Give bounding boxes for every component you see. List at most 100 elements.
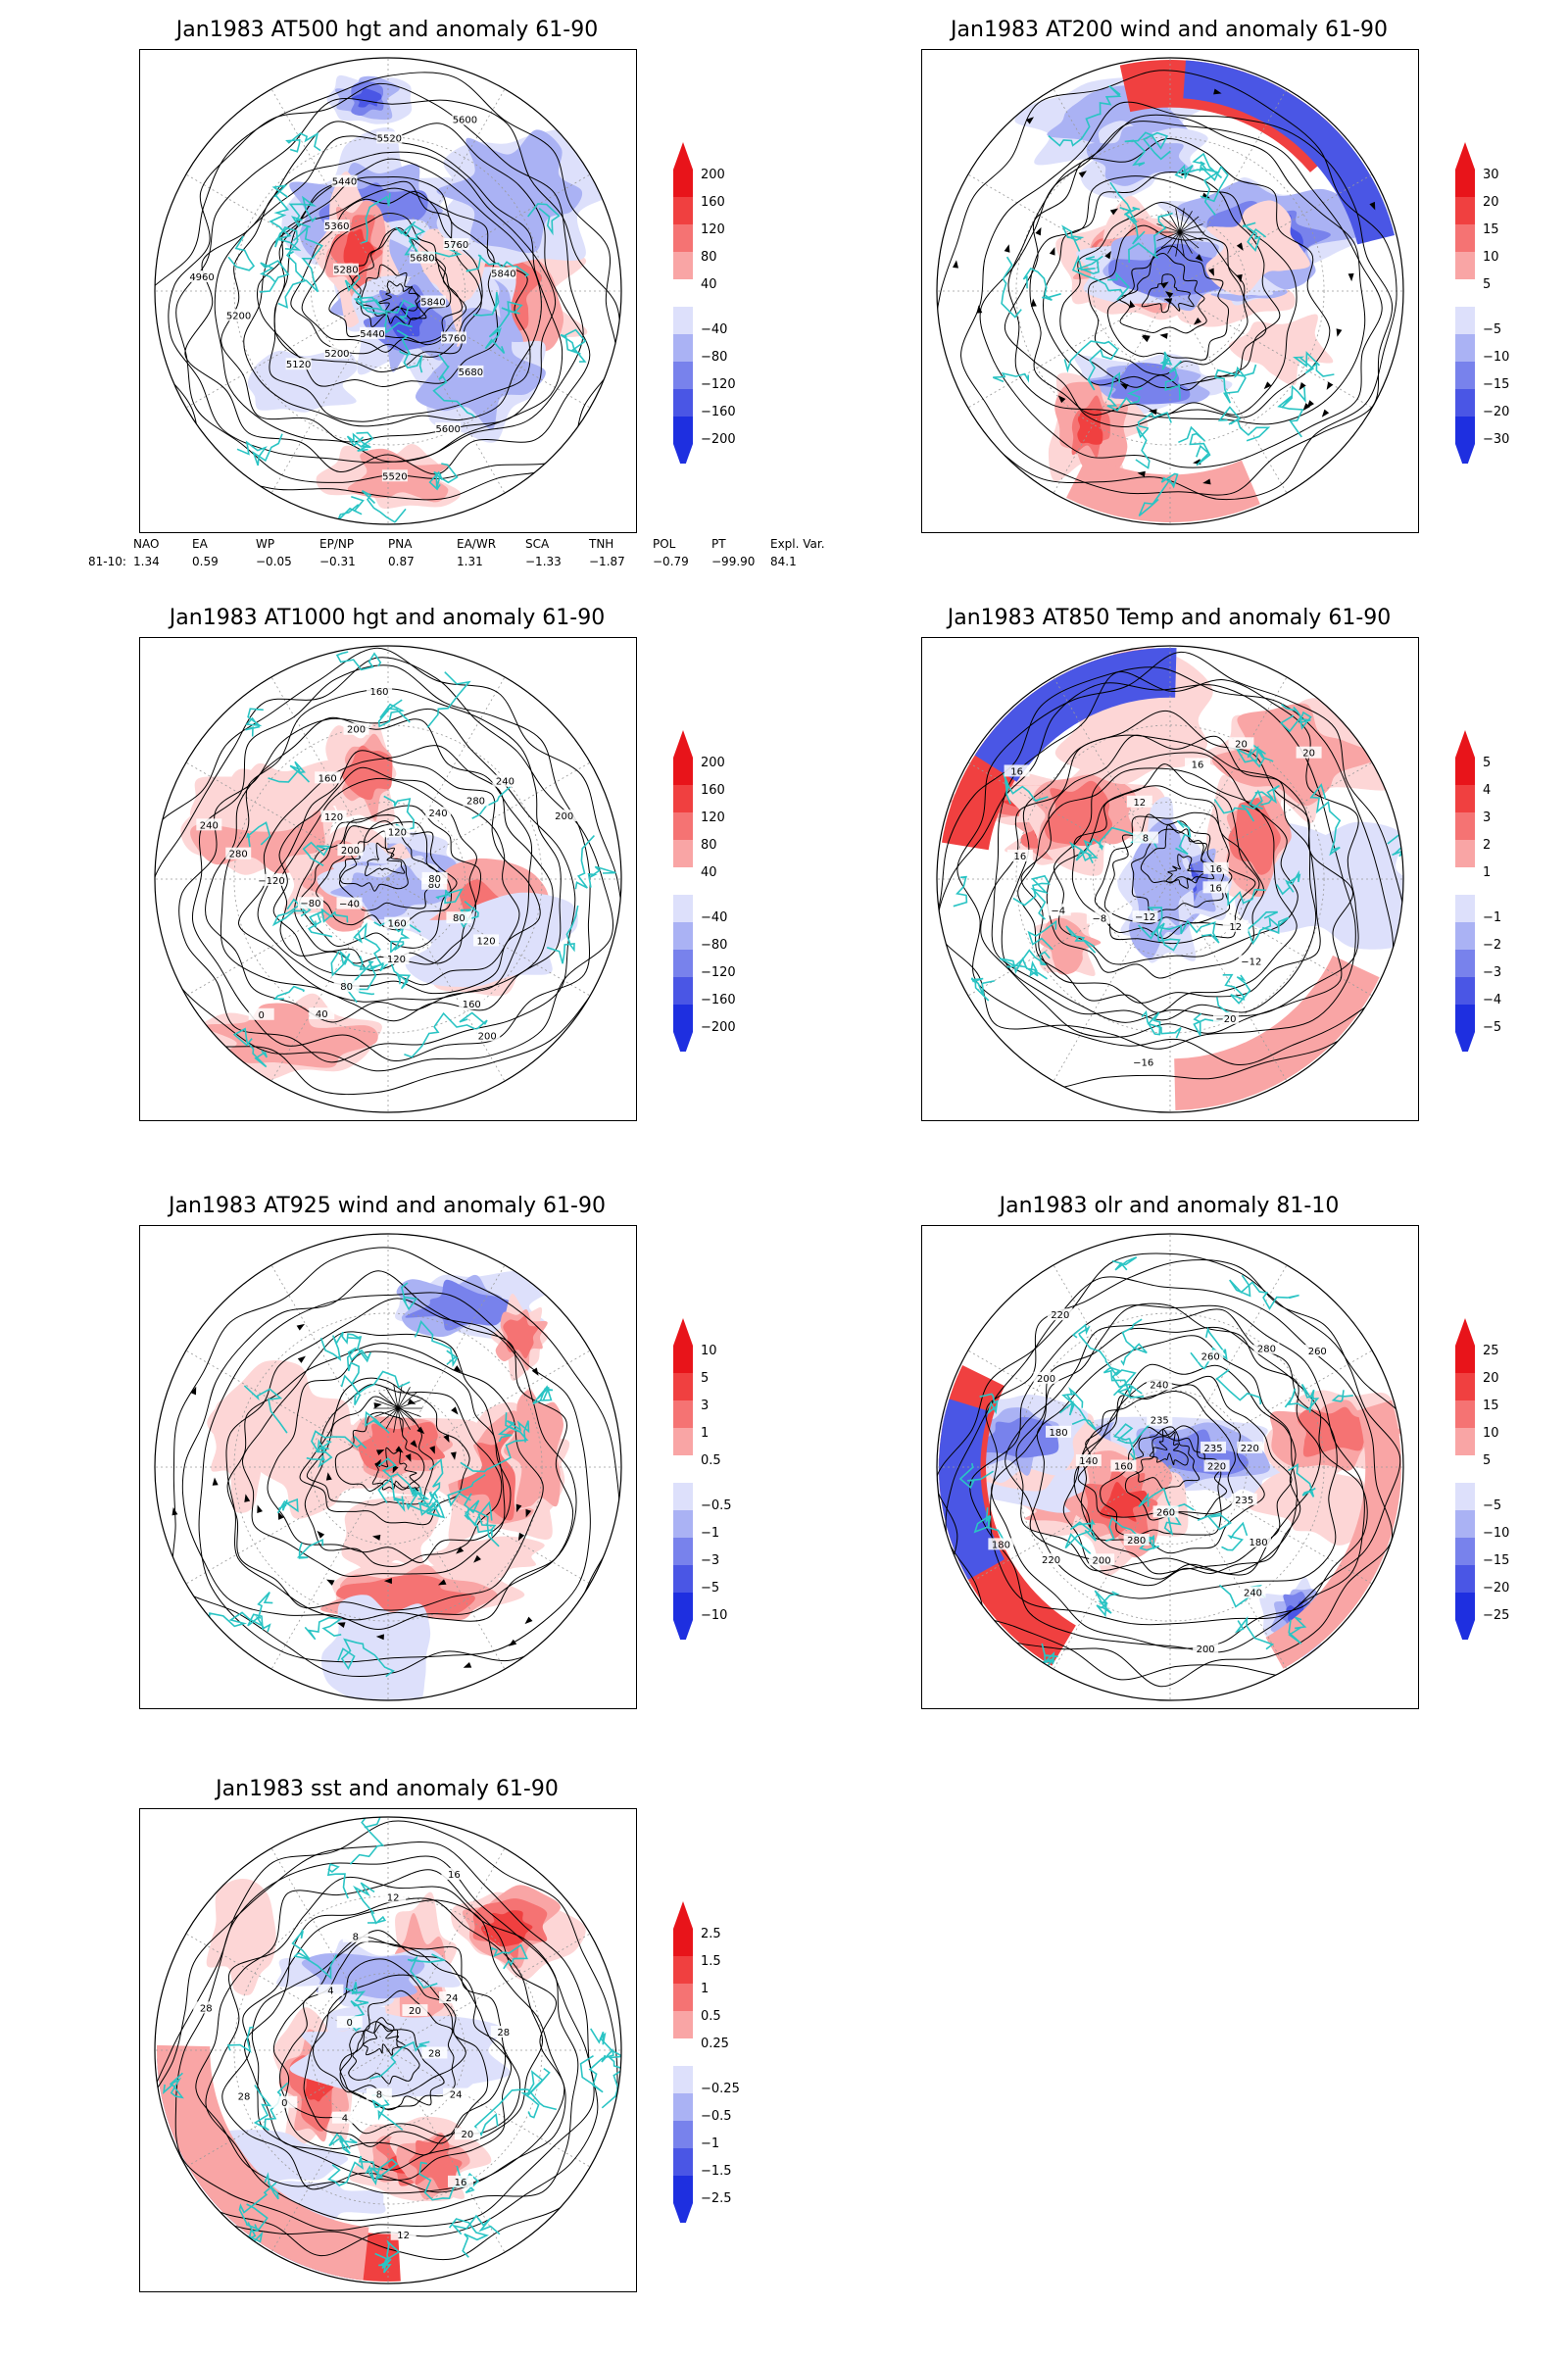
- index-header: EP/NP: [319, 537, 355, 551]
- colorbar-label: 0.5: [701, 1453, 721, 1468]
- map-frame: 80 80 120 160 200 160 120 80 40 0 −40 −80 −120 280 240…: [139, 637, 637, 1121]
- contour-label: 4: [342, 2114, 348, 2125]
- colorbar-swatch: [1455, 758, 1475, 785]
- colorbar: [1455, 730, 1475, 1052]
- contour-label: 160: [1114, 1462, 1133, 1473]
- contour-label: 220: [1241, 1444, 1259, 1454]
- contour-label: 5520: [377, 133, 402, 144]
- positive-anomaly: [1228, 795, 1281, 875]
- contour-label: 120: [324, 812, 343, 823]
- colorbar-label: −10: [701, 1608, 728, 1623]
- positive-anomaly: [1211, 703, 1378, 807]
- coastlines: [232, 651, 616, 1068]
- index-value: 84.1: [770, 555, 797, 568]
- map-frame: 16 12 −12 −20 −16 −12 −8 −4 16 16 8 12 16 20 20 16: [921, 637, 1419, 1121]
- colorbar-label: 20: [1483, 195, 1499, 210]
- negative-anomaly: [330, 864, 453, 920]
- colorbar-swatch: [673, 758, 693, 785]
- index-value: 1.31: [457, 555, 483, 568]
- coastlines: [993, 84, 1335, 517]
- contour-label: 200: [478, 1031, 497, 1042]
- colorbar-label: −2.5: [701, 2191, 732, 2206]
- colorbar-swatch: [1455, 1483, 1475, 1510]
- contour-label: 280: [1257, 1345, 1276, 1355]
- panel-title: Jan1983 AT500 hgt and anomaly 61-90: [175, 18, 599, 42]
- contour-label: 24: [450, 2090, 463, 2101]
- contour-label: 5760: [444, 240, 468, 251]
- colorbar-label: 1: [701, 1426, 710, 1441]
- contour-label: 260: [1156, 1507, 1175, 1518]
- contour-label: 4: [327, 1987, 333, 1997]
- polar-map: [936, 57, 1404, 525]
- colorbar-label: −30: [1483, 432, 1510, 447]
- contour-label: 16: [1209, 883, 1222, 894]
- contour-label: 280: [229, 850, 248, 860]
- contour-label: 0: [347, 2018, 353, 2029]
- colorbar-label: 5: [1483, 1453, 1492, 1468]
- contour-labels: 808012016020016012080400−40−80−120280240…: [196, 684, 577, 1042]
- contour-label: 5440: [332, 177, 357, 188]
- negative-anomaly: [1079, 363, 1191, 405]
- colorbar-label: −200: [701, 432, 736, 447]
- index-header: PNA: [388, 537, 413, 551]
- colorbar-label: 10: [701, 1344, 717, 1358]
- streamlines: [172, 1247, 620, 1677]
- index-header: TNH: [589, 537, 614, 551]
- contour-label: 200: [341, 846, 360, 857]
- colorbar-swatch: [673, 1538, 693, 1565]
- contour-label: 5360: [324, 221, 349, 232]
- index-header: WP: [256, 537, 275, 551]
- negative-anomaly: [436, 129, 583, 254]
- colorbar-label: −20: [1483, 405, 1510, 419]
- colorbar-label: −1: [701, 2136, 720, 2151]
- polar-map: 220 235 180 240 200 260 280 200 220 180 160 140 180 2…: [936, 1233, 1404, 1701]
- panel-at200-wind: Jan1983 AT200 wind and anomaly 61-90 30 20…: [921, 18, 1548, 598]
- colorbar-swatch: [673, 2176, 693, 2203]
- colorbar: [673, 1318, 693, 1640]
- colorbar-label: 160: [701, 195, 725, 210]
- positive-anomaly: [341, 1496, 440, 1583]
- colorbar-swatch: [1455, 1373, 1475, 1400]
- contour-label: −120: [258, 876, 284, 887]
- colorbar-label: −80: [701, 938, 728, 953]
- colorbar-label: −0.5: [701, 2109, 732, 2124]
- contour-label: −40: [339, 900, 360, 910]
- contour-label: 200: [1037, 1374, 1055, 1385]
- colorbar-label: 40: [701, 277, 717, 292]
- colorbar-swatch: [1455, 1565, 1475, 1593]
- panel-title: Jan1983 sst and anomaly 61-90: [216, 1777, 559, 1801]
- colorbar-swatch: [1455, 307, 1475, 334]
- contour-label: 5600: [435, 424, 460, 435]
- colorbar-swatch: [1455, 895, 1475, 922]
- index-header: PT: [711, 537, 726, 551]
- contour-label: 16: [1209, 864, 1222, 875]
- contour-label: 5600: [453, 115, 477, 125]
- colorbar-label: −3: [1483, 965, 1502, 980]
- contour-label: 235: [1203, 1444, 1222, 1454]
- colorbar: [1455, 1318, 1475, 1640]
- positive-anomaly: [1100, 1481, 1148, 1522]
- colorbar-swatch: [673, 334, 693, 362]
- colorbar-label: −2: [1483, 938, 1502, 953]
- contour-label: 12: [1133, 798, 1146, 809]
- colorbar-label: 15: [1483, 222, 1499, 237]
- colorbar-label: 25: [1483, 1344, 1499, 1358]
- index-header: SCA: [525, 537, 550, 551]
- index-header: EA: [192, 537, 208, 551]
- contour-label: −16: [1133, 1057, 1153, 1068]
- graticule: [937, 58, 1403, 524]
- colorbar-swatch: [1455, 785, 1475, 812]
- colorbar-swatch: [673, 252, 693, 279]
- colorbar-swatch: [673, 224, 693, 252]
- contour-labels: 28 24 20 16 12 8 4 0 28 28 0 4 8 12 16 20 24 28: [193, 1867, 516, 2241]
- colorbar-swatch: [1455, 417, 1475, 444]
- colorbar-label: 80: [701, 250, 717, 265]
- positive-anomaly: [343, 228, 375, 273]
- contour-label: 20: [409, 2006, 421, 2017]
- contour-label: 80: [453, 913, 466, 924]
- colorbar-label: 2.5: [701, 1927, 721, 1941]
- index-value: −0.79: [653, 555, 689, 568]
- colorbar-swatch: [673, 895, 693, 922]
- colorbar: [673, 1901, 693, 2223]
- negative-anomaly: [320, 1595, 431, 1700]
